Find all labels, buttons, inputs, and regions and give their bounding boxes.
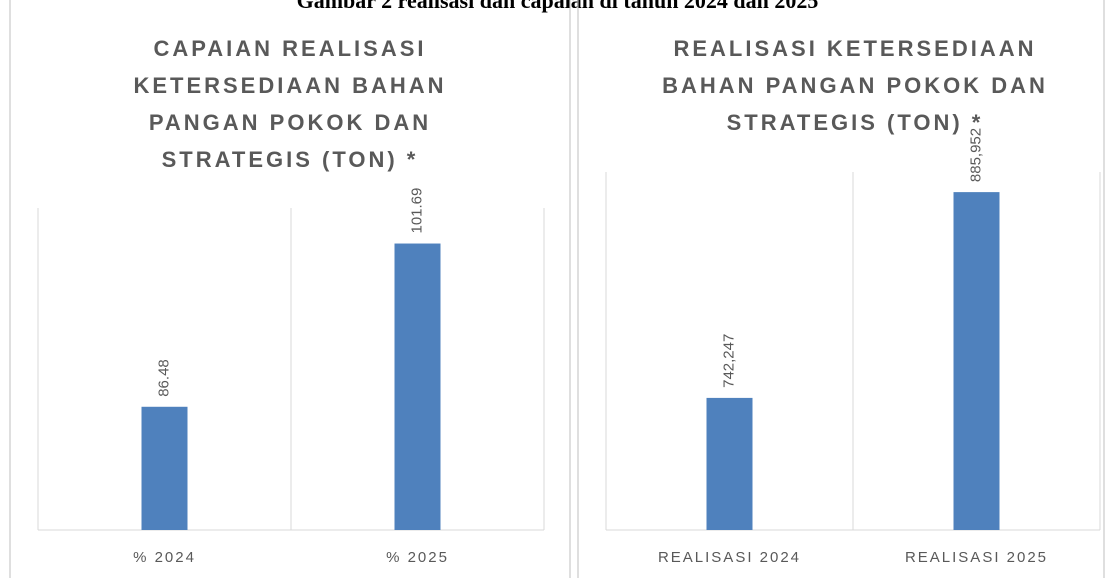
chart-title: REALISASI KETERSEDIAAN BAHAN PANGAN POKO… bbox=[662, 36, 1048, 135]
bar bbox=[141, 406, 188, 530]
chart-title: CAPAIAN REALISASI KETERSEDIAAN BAHAN PAN… bbox=[133, 36, 447, 172]
bar bbox=[394, 243, 441, 530]
x-tick-label: REALISASI 2025 bbox=[905, 549, 1048, 566]
data-label: 101.69 bbox=[408, 188, 425, 234]
bar bbox=[953, 192, 1000, 530]
bar bbox=[706, 397, 753, 530]
x-tick-label: REALISASI 2024 bbox=[658, 549, 801, 566]
data-label: 86.48 bbox=[155, 359, 172, 397]
data-label: 742,247 bbox=[720, 334, 737, 388]
x-tick-label: % 2024 bbox=[133, 549, 196, 566]
caption: Gambar 2 realisasi dan capaian di tahun … bbox=[296, 0, 819, 13]
x-tick-label: % 2025 bbox=[386, 549, 449, 566]
data-label: 885,952 bbox=[967, 128, 984, 182]
